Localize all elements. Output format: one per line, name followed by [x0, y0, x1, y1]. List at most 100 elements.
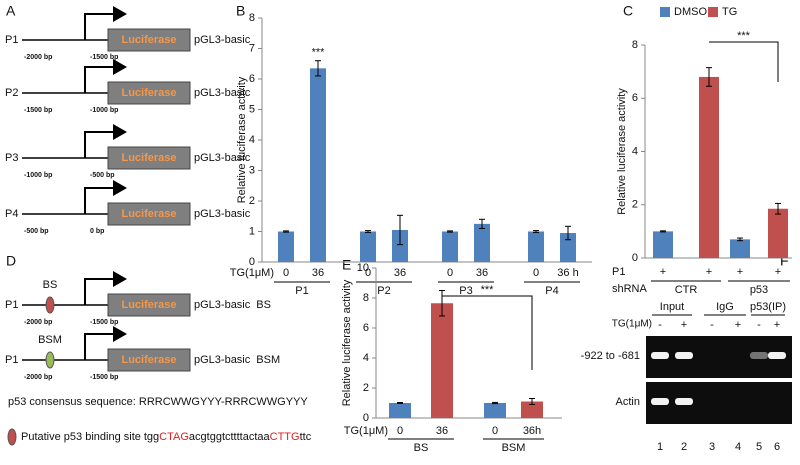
luciferase-box — [107, 348, 191, 372]
y-axis-label: Relative luciferase activity — [616, 88, 628, 215]
y-tick-label: 0 — [249, 256, 255, 268]
significance: *** — [312, 47, 326, 59]
construct-name: P2 — [5, 87, 18, 99]
tss-arrow — [84, 271, 127, 305]
error-bar — [533, 230, 539, 233]
luciferase-label: Luciferase — [121, 354, 176, 366]
error-bar — [775, 202, 781, 215]
error-bar — [479, 218, 485, 229]
start-label: -2000 bp — [24, 374, 52, 381]
y-tick-label: 8 — [249, 12, 255, 24]
row-label: TG(1μM) — [230, 267, 274, 279]
tss-arrow — [84, 124, 127, 158]
gel-band — [651, 352, 669, 359]
luciferase-box — [107, 293, 191, 317]
panel-label: F — [780, 253, 789, 269]
start-label: -2000 bp — [24, 54, 52, 61]
x-tick-label: 0 — [365, 267, 371, 279]
y-tick-label: 6 — [249, 73, 255, 85]
panel-label: D — [6, 253, 16, 269]
bar — [360, 231, 376, 262]
luciferase-label: Luciferase — [121, 208, 176, 220]
lane-number: 5 — [756, 441, 762, 453]
y-tick-label: 6 — [632, 92, 638, 104]
legend-label: TG — [722, 6, 737, 18]
error-bar — [397, 402, 403, 404]
error-bar — [492, 401, 498, 405]
binding-site — [45, 351, 55, 369]
end-label: -1500 bp — [90, 319, 118, 326]
start-label: -1000 bp — [24, 172, 52, 179]
binding-site-icon — [7, 428, 17, 446]
bar — [278, 231, 294, 262]
vector-label: pGL3-basic — [194, 208, 251, 220]
lane-number: 2 — [681, 441, 687, 453]
site-label: BSM — [38, 334, 62, 346]
construct-name: P4 — [5, 208, 18, 220]
x-tick-label: 36 — [394, 267, 406, 279]
sequence-part: acgtggtcttttactaa — [189, 431, 271, 443]
significance-bracket — [442, 295, 533, 370]
vector-name: pGL3-basic — [194, 87, 251, 99]
y-tick-label: 7 — [249, 42, 255, 54]
lane-number: 1 — [657, 441, 663, 453]
end-label: -1500 bp — [90, 374, 118, 381]
panel-label: B — [236, 3, 245, 19]
bar — [528, 231, 544, 262]
end-label: -1000 bp — [90, 107, 118, 114]
bar — [730, 239, 750, 258]
bar — [560, 233, 576, 262]
y-tick-label: 4 — [249, 134, 255, 146]
gel-band — [651, 398, 669, 405]
treatment-mark: + — [774, 319, 780, 331]
bar — [768, 208, 788, 258]
error-bar — [529, 398, 535, 405]
lane-number: 6 — [774, 441, 780, 453]
tss-arrow — [84, 180, 127, 214]
bar — [474, 223, 490, 262]
bar — [310, 68, 326, 262]
x-tick-label: 36 — [312, 267, 324, 279]
legend-sequence: Putative p53 binding site tggCTAGacgtggtc… — [21, 431, 312, 443]
bar — [431, 303, 453, 418]
construct-mark: + — [775, 266, 781, 278]
vector-label: pGL3-basic — [194, 34, 251, 46]
luciferase-box — [107, 202, 191, 226]
treatment-mark: + — [681, 319, 687, 331]
luciferase-label: Luciferase — [121, 299, 176, 311]
treatment-mark: - — [658, 319, 662, 331]
tss-arrow — [84, 59, 127, 93]
luciferase-label: Luciferase — [121, 87, 176, 99]
gel-image — [646, 336, 792, 378]
sequence-part: ttc — [300, 431, 312, 443]
luciferase-label: Luciferase — [121, 34, 176, 46]
vector-name: pGL3-basic — [194, 152, 251, 164]
vector-name: pGL3-basic — [194, 34, 251, 46]
error-bar — [706, 67, 712, 87]
construct-name: P3 — [5, 152, 18, 164]
binding-site — [45, 296, 55, 314]
luciferase-label: Luciferase — [121, 152, 176, 164]
row-label: TG(1μM) — [344, 425, 388, 437]
y-tick-label: 2 — [632, 199, 638, 211]
bar — [653, 231, 673, 258]
error-bar — [660, 230, 666, 233]
vector-label: pGL3-basic — [194, 152, 251, 164]
error-bar — [283, 230, 289, 233]
x-tick-label: 0 — [492, 425, 498, 437]
bar — [389, 403, 411, 418]
end-label: -500 bp — [90, 172, 115, 179]
gel-row-label: Actin — [616, 396, 640, 408]
site-label: BS — [43, 279, 58, 291]
y-tick-label: 8 — [363, 292, 369, 304]
y-tick-label: 8 — [632, 39, 638, 51]
construct-mark: + — [737, 266, 743, 278]
gel-band — [750, 352, 768, 359]
treatment-mark: - — [757, 319, 761, 331]
gel-row-label: -922 to -681 — [581, 350, 640, 362]
y-tick-label: 2 — [249, 195, 255, 207]
construct-name: P1 — [5, 354, 18, 366]
vector-label: pGL3-basic BSM — [194, 354, 280, 366]
panel-label: C — [623, 3, 633, 19]
